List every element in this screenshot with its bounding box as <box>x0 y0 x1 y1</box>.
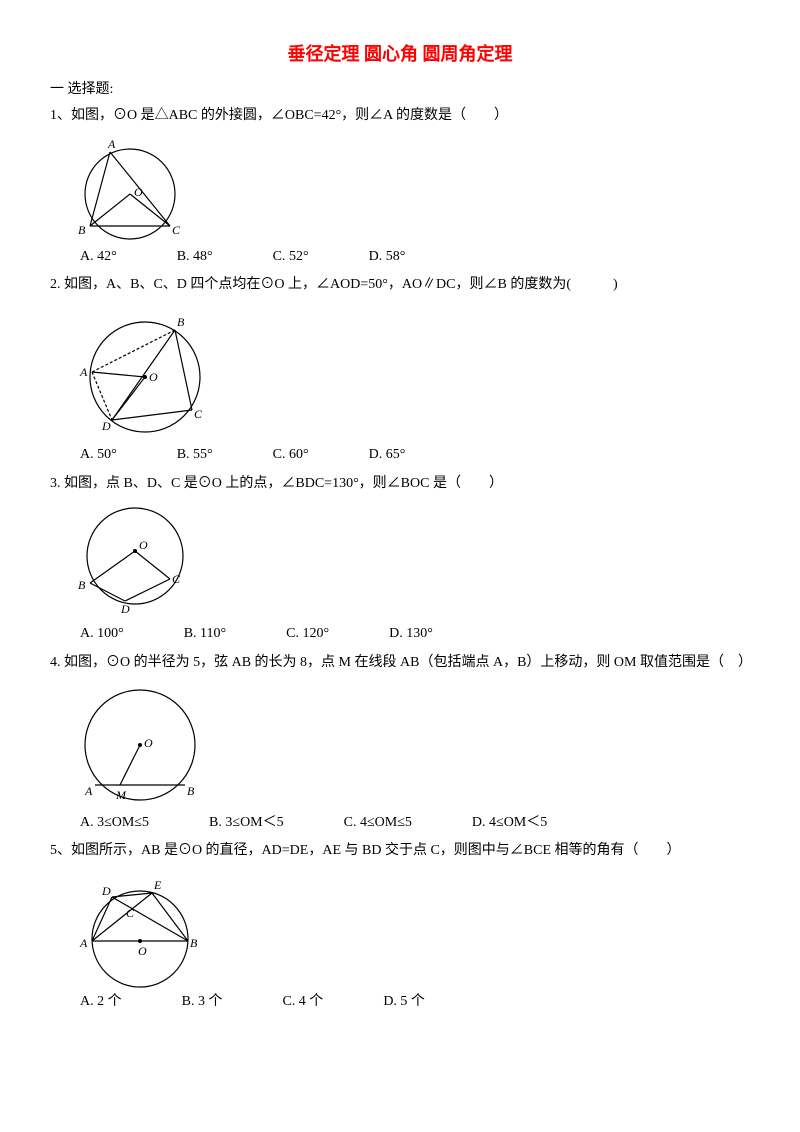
svg-text:O: O <box>144 736 153 750</box>
q5-options: A. 2 个 B. 3 个 C. 4 个 D. 5 个 <box>80 991 750 1013</box>
q2-opt-b: B. 55° <box>177 444 213 466</box>
q2-opt-a: A. 50° <box>80 444 117 466</box>
q2-options: A. 50° B. 55° C. 60° D. 65° <box>80 444 750 466</box>
svg-text:O: O <box>139 538 148 552</box>
q2-opt-d: D. 65° <box>369 444 406 466</box>
svg-text:C: C <box>126 906 135 920</box>
svg-text:B: B <box>78 578 86 592</box>
svg-text:A: A <box>79 936 88 950</box>
q3-opt-d: D. 130° <box>389 623 433 645</box>
svg-text:A: A <box>79 365 88 379</box>
q5-opt-c: C. 4 个 <box>282 991 323 1013</box>
svg-text:B: B <box>177 315 185 329</box>
q2-opt-c: C. 60° <box>273 444 309 466</box>
question-3: 3. 如图，点 B、D、C 是⊙O 上的点，∠BDC=130°，则∠BOC 是（… <box>50 473 750 495</box>
figure-4: A B M O <box>70 680 750 810</box>
svg-text:C: C <box>172 572 181 586</box>
q4-opt-a: A. 3≤OM≤5 <box>80 812 149 834</box>
q1-options: A. 42° B. 48° C. 52° D. 58° <box>80 246 750 268</box>
q4-options: A. 3≤OM≤5 B. 3≤OM＜5 C. 4≤OM≤5 D. 4≤OM＜5 <box>80 812 750 834</box>
q3-opt-a: A. 100° <box>80 623 124 645</box>
figure-1: A B C O <box>70 134 750 244</box>
q5-opt-a: A. 2 个 <box>80 991 122 1013</box>
question-1: 1、如图，⊙O 是△ABC 的外接圆，∠OBC=42°，则∠A 的度数是（ ） <box>50 105 750 127</box>
svg-text:B: B <box>78 223 86 237</box>
q4-opt-c: C. 4≤OM≤5 <box>344 812 412 834</box>
section-heading: 一 选择题: <box>50 79 750 101</box>
svg-text:O: O <box>134 185 143 199</box>
svg-text:D: D <box>101 419 111 433</box>
svg-text:A: A <box>84 784 93 798</box>
q4-opt-b: B. 3≤OM＜5 <box>209 812 284 834</box>
svg-text:D: D <box>120 602 130 616</box>
question-2: 2. 如图，A、B、C、D 四个点均在⊙O 上，∠AOD=50°，AO∥DC，则… <box>50 274 750 296</box>
q5-opt-b: B. 3 个 <box>182 991 223 1013</box>
q5-opt-d: D. 5 个 <box>383 991 425 1013</box>
page-title: 垂径定理 圆心角 圆周角定理 <box>50 40 750 69</box>
svg-text:E: E <box>153 878 162 892</box>
q1-opt-a: A. 42° <box>80 246 117 268</box>
svg-text:B: B <box>187 784 195 798</box>
figure-3: B C D O <box>70 501 750 621</box>
q1-opt-d: D. 58° <box>369 246 406 268</box>
q4-opt-d: D. 4≤OM＜5 <box>472 812 547 834</box>
svg-text:B: B <box>190 936 198 950</box>
svg-text:C: C <box>172 223 181 237</box>
q3-options: A. 100° B. 110° C. 120° D. 130° <box>80 623 750 645</box>
figure-2: A B C D O <box>70 302 750 442</box>
svg-text:O: O <box>138 944 147 958</box>
q1-opt-c: C. 52° <box>273 246 309 268</box>
q1-opt-b: B. 48° <box>177 246 213 268</box>
figure-5: A B D E O C <box>70 869 750 989</box>
q3-opt-c: C. 120° <box>286 623 329 645</box>
q3-opt-b: B. 110° <box>184 623 226 645</box>
svg-text:O: O <box>149 370 158 384</box>
svg-text:C: C <box>194 407 203 421</box>
svg-text:M: M <box>115 788 127 802</box>
svg-text:D: D <box>101 884 111 898</box>
question-4: 4. 如图，⊙O 的半径为 5，弦 AB 的长为 8，点 M 在线段 AB（包括… <box>50 652 750 674</box>
svg-text:A: A <box>107 137 116 151</box>
question-5: 5、如图所示，AB 是⊙O 的直径，AD=DE，AE 与 BD 交于点 C，则图… <box>50 840 750 862</box>
